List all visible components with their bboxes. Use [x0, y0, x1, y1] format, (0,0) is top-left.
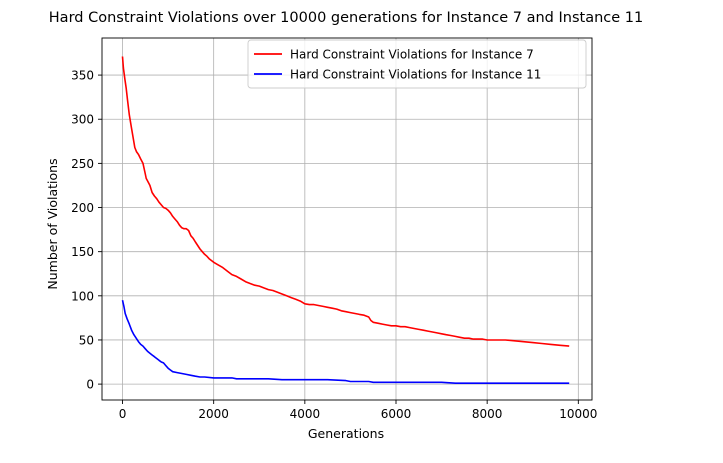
x-tick-label: 2000 — [198, 407, 229, 421]
y-tick-label: 50 — [79, 333, 94, 347]
legend-box — [247, 39, 587, 89]
y-tick-label: 150 — [71, 245, 94, 259]
y-tick-label: 100 — [71, 289, 94, 303]
y-axis-label: Number of Violations — [45, 158, 60, 289]
legend-label-2: Hard Constraint Violations for Instance … — [290, 68, 541, 82]
plot-frame — [101, 37, 593, 401]
y-tick-label: 350 — [71, 69, 94, 83]
x-tick-label: 10000 — [559, 407, 597, 421]
x-tick-label: 6000 — [381, 407, 412, 421]
series-line-1 — [121, 56, 570, 347]
legend-label-1: Hard Constraint Violations for Instance … — [290, 48, 534, 62]
series-line-2 — [121, 300, 570, 385]
x-axis-label: Generations — [308, 426, 384, 441]
plot-area: 0 2000 4000 6000 8000 10000 0 50 100 150 200 250 300… — [71, 37, 597, 421]
legend: Hard Constraint Violations for Instance … — [247, 39, 587, 89]
y-tick-label: 250 — [71, 157, 94, 171]
y-tick-label: 200 — [71, 201, 94, 215]
x-tick-label: 4000 — [290, 407, 321, 421]
x-tick-label: 8000 — [472, 407, 503, 421]
y-tick-label: 300 — [71, 113, 94, 127]
y-tick-label: 0 — [86, 378, 94, 392]
chart-title: Hard Constraint Violations over 10000 ge… — [49, 10, 643, 26]
x-tick-label: 0 — [119, 407, 127, 421]
